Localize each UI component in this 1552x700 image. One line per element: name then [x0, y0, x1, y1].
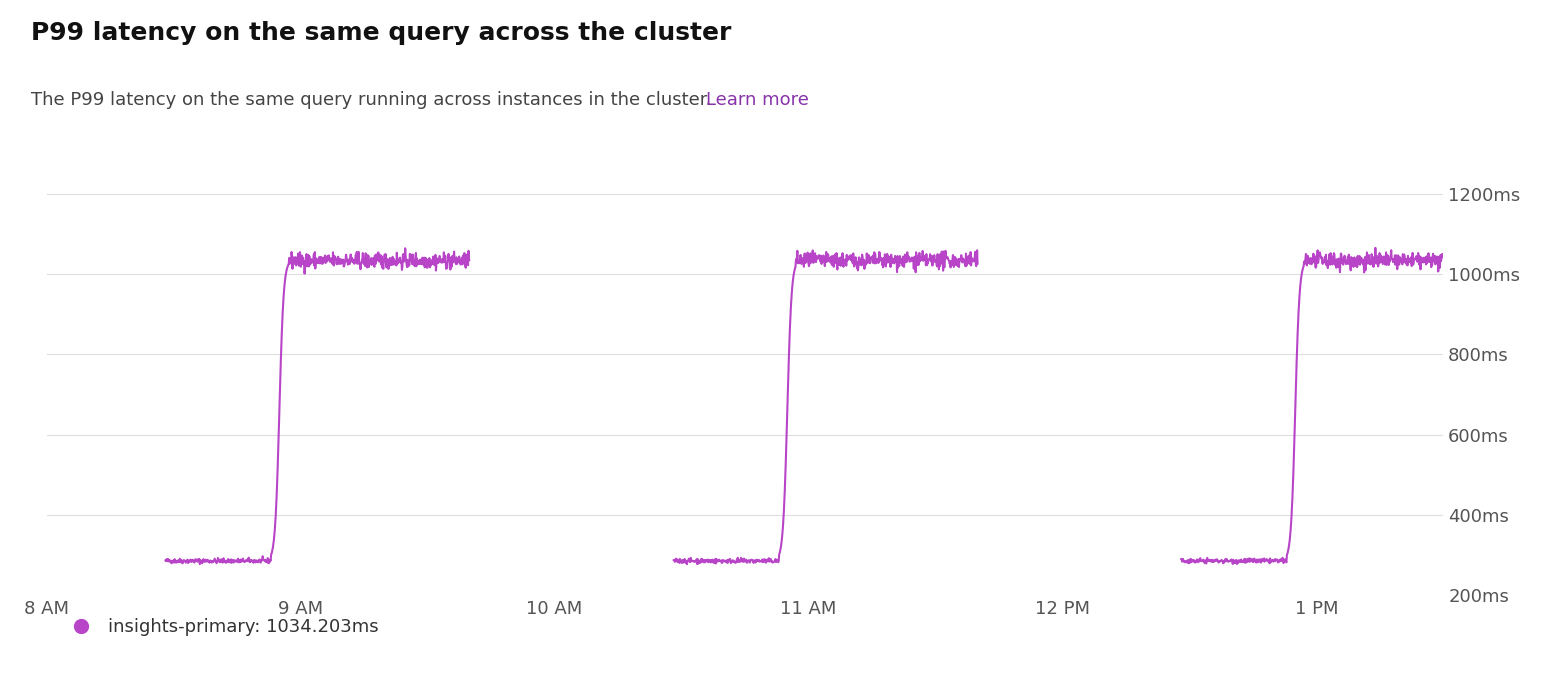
Text: Learn more: Learn more: [706, 91, 809, 109]
Text: P99 latency on the same query across the cluster: P99 latency on the same query across the…: [31, 21, 731, 45]
Text: The P99 latency on the same query running across instances in the cluster.: The P99 latency on the same query runnin…: [31, 91, 711, 109]
Legend: insights-primary: 1034.203ms: insights-primary: 1034.203ms: [56, 611, 386, 643]
